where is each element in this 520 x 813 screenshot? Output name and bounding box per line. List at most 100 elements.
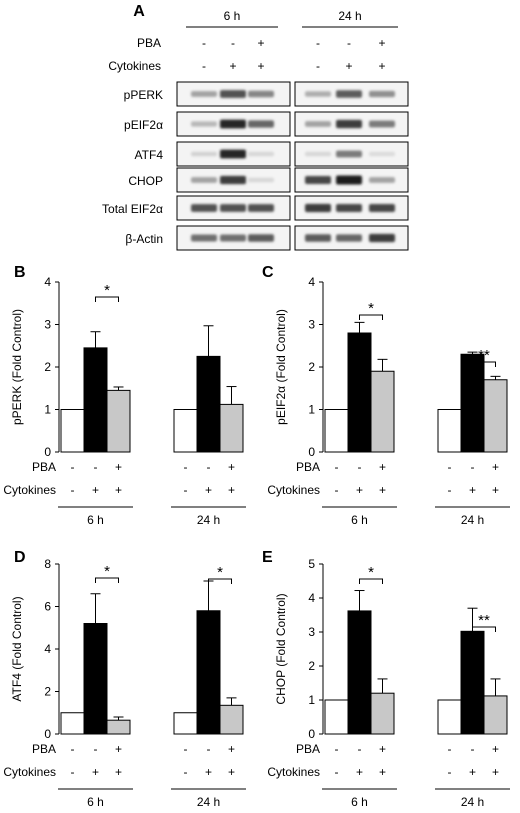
y-tick-label: 4: [308, 591, 315, 605]
y-axis-label: pPERK (Fold Control): [10, 309, 24, 425]
condition-mark: -: [335, 742, 339, 756]
condition-label: Cytokines: [3, 765, 56, 779]
significance-label: **: [478, 347, 490, 364]
condition-mark: +: [469, 765, 476, 779]
condition-mark: +: [115, 483, 122, 497]
blot-band: [369, 204, 395, 212]
blot-band: [248, 204, 274, 212]
significance-bracket: [359, 578, 383, 584]
panel-a-western-blot: A 6 h 24 h PBA - - + - - + Cytokines - + + - + + pPERK pEI…: [102, 3, 409, 251]
condition-mark: +: [92, 483, 99, 497]
condition-mark: +: [257, 36, 264, 50]
condition-mark: -: [335, 460, 339, 474]
condition-mark: +: [378, 59, 385, 73]
condition-mark: +: [229, 59, 236, 73]
blot-band: [220, 204, 246, 212]
significance-label: *: [368, 300, 374, 317]
blot-label: CHOP: [128, 174, 163, 188]
blot-band: [191, 91, 217, 97]
blot-band: [305, 176, 331, 184]
panel-letter: B: [14, 264, 26, 281]
condition-mark: +: [228, 460, 235, 474]
condition-mark: +: [228, 765, 235, 779]
blot-band: [248, 90, 274, 98]
bar: [196, 355, 221, 453]
bar: [347, 610, 372, 735]
bar: [483, 695, 508, 735]
y-tick-label: 1: [308, 693, 315, 707]
condition-mark: -: [207, 460, 211, 474]
y-tick-label: 2: [308, 360, 315, 374]
condition-mark: -: [184, 742, 188, 756]
condition-mark: -: [335, 765, 339, 779]
blot-band: [305, 203, 331, 213]
blot-band: [191, 204, 217, 212]
blot-band: [191, 177, 217, 183]
condition-mark: -: [71, 483, 75, 497]
condition-label: PBA: [137, 36, 161, 50]
condition-mark: +: [492, 460, 499, 474]
condition-mark: +: [257, 59, 264, 73]
y-tick-label: 0: [44, 727, 51, 741]
group-label: 24 h: [197, 513, 220, 527]
condition-mark: -: [184, 765, 188, 779]
y-tick-label: 5: [308, 557, 315, 571]
blot-band: [336, 204, 362, 212]
bar: [460, 353, 485, 453]
y-tick-label: 0: [308, 445, 315, 459]
y-tick-label: 2: [44, 360, 51, 374]
condition-mark: -: [184, 460, 188, 474]
panel-b-chart: B 0 1 2 3 4 pPERK (Fold Control) * PBA - - + - - + Cyto…: [3, 264, 246, 527]
group-label: 6 h: [87, 513, 104, 527]
significance-bracket: [472, 626, 496, 632]
significance-label: *: [104, 282, 110, 299]
condition-mark: +: [379, 765, 386, 779]
condition-mark: -: [94, 460, 98, 474]
blot-band: [220, 119, 246, 129]
y-tick-label: 3: [308, 625, 315, 639]
bar: [60, 712, 85, 735]
significance-bracket: [95, 577, 119, 583]
condition-mark: +: [379, 460, 386, 474]
condition-mark: +: [356, 765, 363, 779]
y-axis-label: CHOP (Fold Control): [274, 593, 288, 704]
blot-label: β-Actin: [125, 232, 163, 246]
condition-label: Cytokines: [267, 483, 320, 497]
blot-band: [369, 233, 395, 243]
group-label: 24 h: [461, 795, 484, 808]
group-label: 24 h: [461, 513, 484, 527]
blot-band: [336, 150, 362, 158]
bar: [83, 347, 108, 453]
condition-mark: -: [448, 765, 452, 779]
condition-mark: +: [115, 765, 122, 779]
blot-band: [369, 177, 395, 183]
panel-letter: E: [262, 549, 273, 566]
group-label: 6 h: [351, 513, 368, 527]
bar: [219, 704, 244, 735]
significance-bracket: [359, 314, 383, 320]
y-tick-label: 3: [308, 318, 315, 332]
condition-mark: +: [228, 742, 235, 756]
condition-mark: +: [92, 765, 99, 779]
condition-mark: +: [356, 483, 363, 497]
bar: [324, 409, 349, 453]
condition-mark: +: [379, 742, 386, 756]
bar: [324, 699, 349, 735]
condition-mark: -: [202, 59, 206, 73]
condition-mark: +: [492, 742, 499, 756]
y-axis-label: ATF4 (Fold Control): [10, 596, 24, 701]
y-tick-label: 4: [308, 275, 315, 289]
condition-mark: +: [378, 36, 385, 50]
blot-band: [248, 151, 274, 157]
blot-band: [248, 120, 274, 128]
group-label: 6 h: [87, 795, 104, 808]
y-tick-label: 4: [44, 275, 51, 289]
condition-label: PBA: [32, 742, 56, 756]
blot-band: [220, 149, 246, 159]
y-tick-label: 4: [44, 642, 51, 656]
condition-label: PBA: [32, 460, 56, 474]
significance-label: *: [217, 564, 223, 581]
time-label: 24 h: [338, 9, 361, 23]
condition-mark: +: [115, 742, 122, 756]
